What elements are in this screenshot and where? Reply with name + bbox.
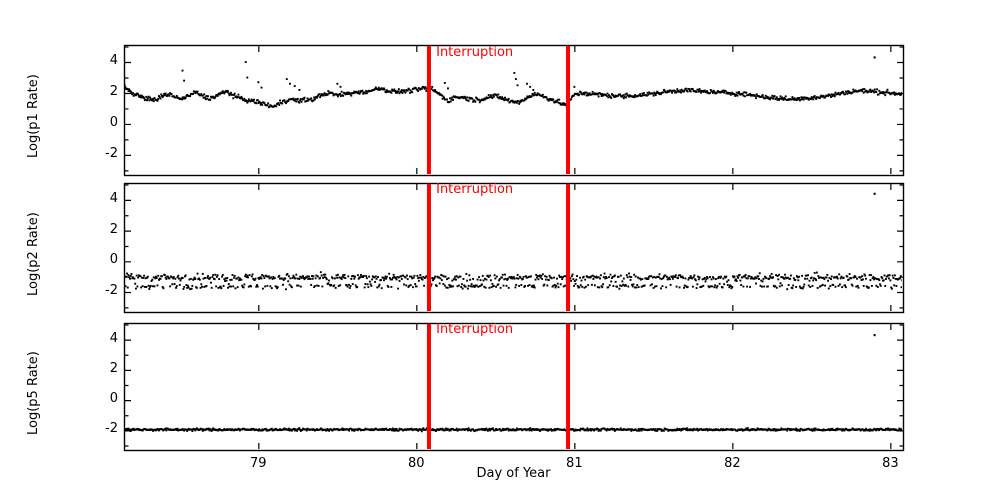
y-tick-label: 4	[109, 330, 118, 346]
y-tick-label: 0	[109, 391, 118, 407]
y-axis-label-p5: Log(p5 Rate)	[26, 350, 41, 435]
interruption-annotation-p5: Interruption	[436, 322, 514, 338]
x-tick-label: 80	[408, 456, 425, 471]
x-tick-label: 82	[724, 456, 741, 471]
y-tick-label: 4	[109, 190, 118, 206]
y-tick-label: 0	[109, 114, 118, 130]
y-tick-label: 2	[109, 221, 118, 237]
y-tick-label: 4	[109, 53, 118, 69]
interruption-annotation-p2: Interruption	[436, 182, 514, 198]
x-axis-label: Day of Year	[476, 466, 551, 481]
y-tick-label: 2	[109, 360, 118, 376]
y-tick-label: 0	[109, 252, 118, 268]
y-tick-label: -2	[105, 145, 118, 161]
y-tick-label: -2	[105, 421, 118, 437]
interruption-annotation-p1: Interruption	[436, 44, 514, 60]
x-tick-label: 83	[882, 456, 899, 471]
x-tick-label: 79	[250, 456, 267, 471]
y-tick-label: -2	[105, 283, 118, 299]
x-tick-label: 81	[566, 456, 583, 471]
y-tick-label: 2	[109, 83, 118, 99]
y-axis-label-p2: Log(p2 Rate)	[26, 211, 41, 296]
y-axis-label-p1: Log(p1 Rate)	[26, 74, 41, 158]
